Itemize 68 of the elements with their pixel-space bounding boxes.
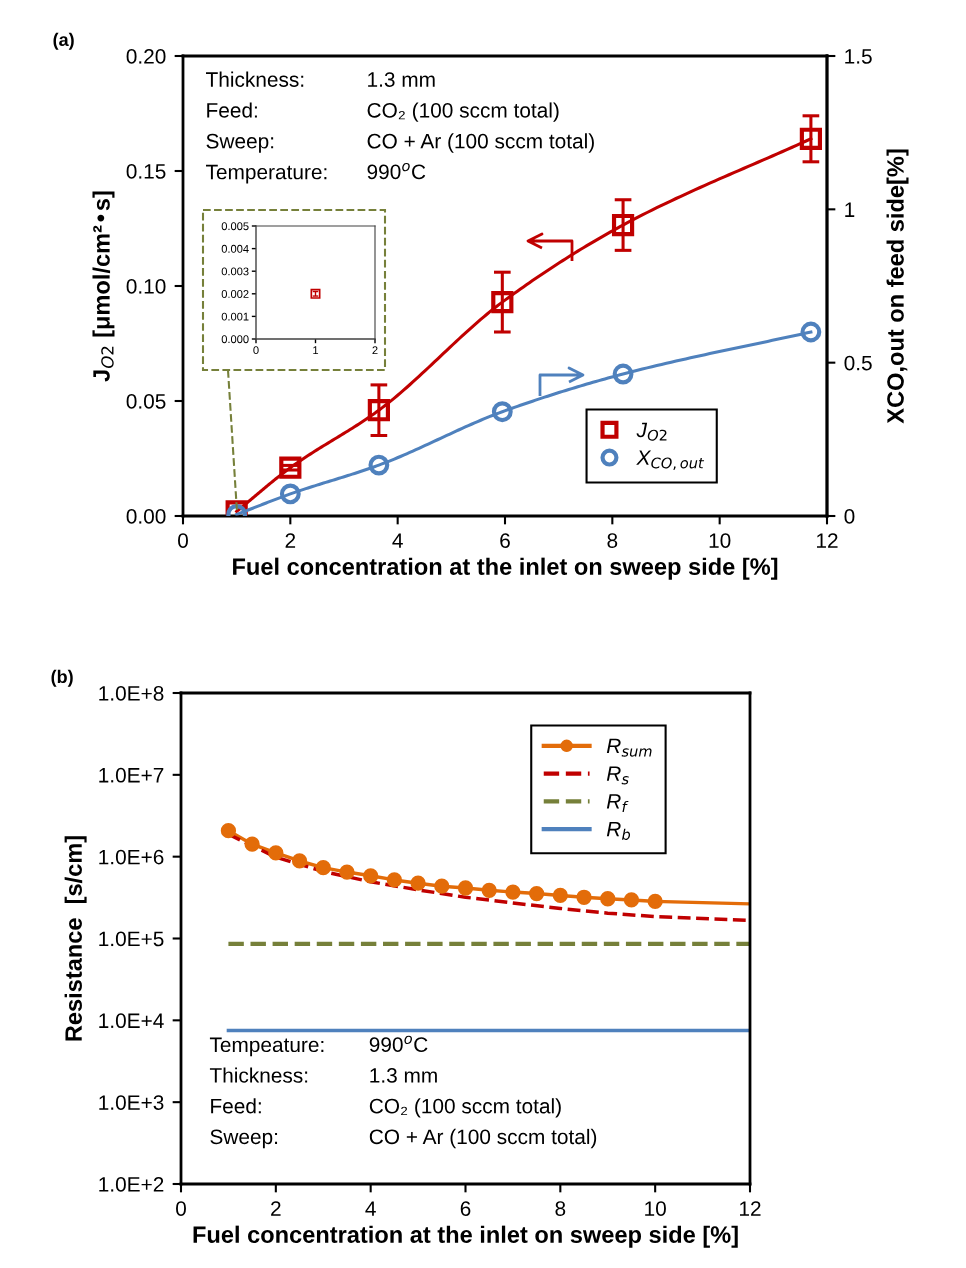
- y2-tick-label: 1.5: [845, 49, 872, 64]
- annotation: 990$^{o}$C: [369, 1035, 428, 1052]
- y-tick-label: 1.0E+3: [99, 1095, 164, 1110]
- y2-tick-label: 1: [845, 202, 855, 217]
- annotation: Sweep:: [210, 1129, 278, 1149]
- legend-label: R$_{b}$: [606, 822, 631, 840]
- x-tick-label: 2: [285, 533, 296, 548]
- y-tick-label: 1.0E+7: [99, 767, 164, 783]
- y-tick-label: 0.15: [126, 164, 166, 179]
- x-tick-label: 6: [500, 533, 510, 548]
- x-tick-label: 4: [365, 1201, 376, 1216]
- y-tick-label: 0.10: [126, 279, 166, 294]
- annotation: Tempeature:: [209, 1037, 324, 1057]
- legend-label: R$_{f}$: [606, 794, 629, 812]
- x-tick-label: 8: [607, 533, 618, 548]
- x-tick-label: 4: [392, 533, 403, 548]
- y-tick-label: 0.002: [221, 290, 249, 298]
- x-axis-title: Fuel concentration at the inlet on sweep side [%]: [193, 1225, 738, 1248]
- y-tick-label: 0.001: [221, 312, 249, 321]
- annotation: CO + Ar (100 sccm total): [367, 133, 594, 153]
- annotation: CO₂ (100 sccm total): [369, 1098, 561, 1118]
- y-tick-label: 0.00: [126, 509, 166, 524]
- annotation: Thickness:: [209, 1067, 308, 1083]
- y-tick-label: 1.0E+2: [99, 1177, 164, 1192]
- annotation: Thickness:: [206, 71, 304, 87]
- annotation: Sweep:: [206, 133, 274, 153]
- x-tick-label: 10: [645, 1201, 666, 1216]
- x-tick-label: 2: [372, 346, 378, 354]
- y-tick-label: 0.005: [221, 222, 249, 231]
- x-tick-label: 0: [253, 346, 259, 355]
- annotation: 990$^{o}$C: [367, 162, 426, 180]
- annotation: Temperature:: [206, 164, 327, 184]
- y2-tick-label: 0: [844, 509, 855, 524]
- y-tick-label: 1.0E+5: [99, 931, 164, 947]
- legend-label: R$_{s}$: [606, 766, 629, 785]
- annotation: 1.3 mm: [368, 72, 435, 87]
- annotation: Feed:: [211, 1098, 261, 1114]
- y-tick-label: 0.000: [221, 335, 249, 344]
- y-tick-label: 1.0E+4: [99, 1013, 164, 1029]
- legend-label: R$_{sum}$: [606, 738, 652, 757]
- y-tick-label: 0.004: [221, 244, 249, 253]
- y-axis-title: J$_{O2}$ [μmol/cm²•s]: [92, 191, 115, 382]
- y-tick-label: 0.20: [126, 49, 166, 64]
- y2-axis-title: XCO,out on feed side[%]: [886, 149, 909, 424]
- x-tick-label: 8: [555, 1201, 566, 1216]
- y-tick-label: 0.05: [126, 394, 166, 409]
- x-tick-label: 12: [817, 533, 838, 548]
- x-tick-label: 6: [460, 1201, 471, 1216]
- x-tick-label: 0: [178, 533, 188, 548]
- x-tick-label: 0: [176, 1201, 186, 1216]
- y-tick-label: 1.0E+8: [99, 686, 164, 701]
- x-tick-label: 10: [709, 533, 731, 548]
- annotation: CO + Ar (100 sccm total): [369, 1128, 597, 1149]
- y2-tick-label: 0.5: [844, 355, 872, 371]
- y-tick-label: 1.0E+6: [99, 849, 164, 865]
- x-tick-label: 12: [740, 1201, 761, 1216]
- annotation: 1.3 mm: [370, 1068, 437, 1083]
- x-tick-label: 2: [271, 1201, 281, 1216]
- text: (a): [53, 32, 74, 50]
- annotation: Feed:: [207, 102, 257, 118]
- legend-label: X$_{CO,out}$: [636, 450, 705, 470]
- legend-label: J$_{O2}$: [636, 422, 667, 441]
- x-tick-label: 1: [313, 346, 319, 354]
- y-axis-title: Resistance [s/cm]: [64, 836, 87, 1041]
- text: (b): [51, 669, 73, 687]
- y-tick-label: 0.003: [221, 267, 249, 276]
- x-axis-title: Fuel concentration at the inlet on sweep side [%]: [233, 557, 778, 580]
- annotation: CO₂ (100 sccm total): [367, 102, 559, 122]
